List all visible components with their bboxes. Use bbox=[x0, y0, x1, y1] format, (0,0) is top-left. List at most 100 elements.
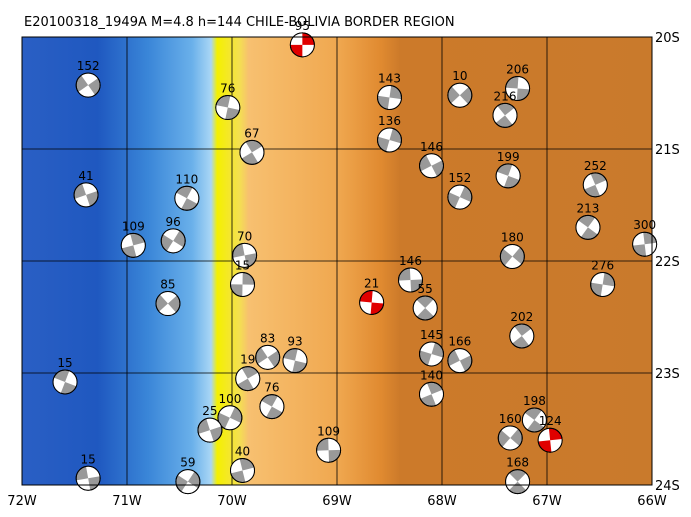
depth-label: 93 bbox=[287, 335, 302, 349]
beachball-outline bbox=[75, 465, 101, 491]
beachball-quadrant bbox=[420, 153, 443, 178]
depth-label: 199 bbox=[497, 150, 520, 164]
depth-label: 15 bbox=[57, 356, 72, 370]
beachball-outline bbox=[575, 214, 601, 240]
depth-label: 40 bbox=[235, 444, 250, 458]
beachball-quadrant bbox=[121, 233, 146, 257]
beachball-outline bbox=[505, 76, 531, 102]
beachball-outline bbox=[197, 417, 223, 443]
depth-label: 70 bbox=[237, 229, 252, 243]
beachball-quadrant bbox=[230, 458, 255, 483]
depth-label: 96 bbox=[166, 215, 181, 229]
beachball-outline bbox=[377, 84, 402, 110]
beachball-outline bbox=[537, 427, 563, 453]
beachball-quadrant bbox=[359, 290, 384, 315]
map-title: E20100318_1949A M=4.8 h=144 CHILE-BOLIVI… bbox=[24, 15, 455, 30]
lon-tick-label: 71W bbox=[112, 494, 142, 509]
beachball-outline bbox=[359, 289, 385, 315]
beachball-outline bbox=[509, 323, 535, 349]
depth-label: 152 bbox=[448, 171, 471, 185]
depth-label: 206 bbox=[506, 63, 529, 77]
depth-label: 136 bbox=[378, 114, 401, 128]
beachball-quadrant bbox=[590, 272, 615, 297]
depth-label: 143 bbox=[378, 71, 401, 85]
depth-label: 109 bbox=[317, 424, 340, 438]
beachball-outline bbox=[447, 82, 473, 108]
beachball-quadrant bbox=[230, 272, 255, 297]
beachball-outline bbox=[230, 457, 255, 483]
beachball-quadrant bbox=[290, 32, 315, 57]
beachball-quadrant bbox=[163, 228, 184, 253]
beachball-quadrant bbox=[377, 85, 402, 110]
depth-label: 160 bbox=[499, 412, 522, 426]
beachball-quadrant bbox=[538, 428, 563, 453]
beachball-quadrant bbox=[377, 128, 402, 153]
beachball-quadrant bbox=[583, 173, 608, 196]
beachball-outline bbox=[175, 469, 201, 495]
beachball-outline bbox=[52, 369, 78, 395]
beachball-outline bbox=[232, 242, 258, 268]
beachball-outline bbox=[255, 344, 281, 370]
beachball-quadrant bbox=[283, 348, 307, 373]
depth-label: 41 bbox=[78, 169, 93, 183]
beachball-outline bbox=[120, 232, 146, 258]
beachball-outline bbox=[412, 295, 438, 321]
beachball-outline bbox=[215, 95, 241, 121]
beachball-quadrant bbox=[503, 244, 522, 269]
beachball-outline bbox=[235, 366, 261, 392]
beachball-quadrant bbox=[501, 425, 520, 450]
depth-label: 166 bbox=[448, 335, 471, 349]
beachball-outline bbox=[582, 172, 608, 198]
beachball-quadrant bbox=[493, 106, 517, 125]
beachball-quadrant bbox=[505, 76, 530, 101]
beachball-quadrant bbox=[159, 291, 177, 316]
beachball-quadrant bbox=[78, 73, 98, 98]
depth-label: 146 bbox=[399, 254, 422, 268]
beachball-outline bbox=[419, 153, 444, 179]
lon-tick-label: 69W bbox=[322, 494, 352, 509]
beachball-outline bbox=[217, 405, 243, 431]
depth-label: 276 bbox=[591, 259, 614, 273]
beachball-quadrant bbox=[219, 405, 241, 430]
beachball-outline bbox=[174, 185, 200, 211]
beachball-quadrant bbox=[74, 182, 98, 207]
beachball-quadrant bbox=[232, 243, 257, 268]
beachball-outline bbox=[499, 244, 525, 270]
lon-tick-label: 67W bbox=[532, 494, 562, 509]
beachball-quadrant bbox=[451, 83, 469, 108]
depth-label: 59 bbox=[180, 456, 195, 470]
beachball-outline bbox=[632, 231, 658, 257]
beachball-quadrant bbox=[496, 164, 521, 188]
beachball-outline bbox=[316, 437, 342, 463]
depth-label: 19 bbox=[240, 353, 255, 367]
beachball-outline bbox=[289, 32, 315, 58]
depth-label: 95 bbox=[295, 19, 310, 33]
lon-tick-label: 72W bbox=[7, 494, 37, 509]
depth-label: 216 bbox=[494, 89, 517, 103]
depth-label: 146 bbox=[420, 140, 443, 154]
beachball-quadrant bbox=[239, 142, 264, 163]
beachball-quadrant bbox=[177, 469, 198, 494]
beachball-quadrant bbox=[413, 299, 438, 317]
beachball-outline bbox=[155, 291, 181, 317]
beachball-outline bbox=[495, 163, 521, 189]
beachball-outline bbox=[492, 102, 518, 128]
depth-label: 252 bbox=[584, 159, 607, 173]
beachball-quadrant bbox=[505, 473, 530, 491]
lon-tick-label: 66W bbox=[637, 494, 667, 509]
beachball-quadrant bbox=[420, 341, 443, 366]
depth-label: 140 bbox=[420, 368, 443, 382]
lon-tick-label: 68W bbox=[427, 494, 457, 509]
lat-tick-label: 21S bbox=[655, 143, 680, 158]
lon-tick-label: 70W bbox=[217, 494, 247, 509]
depth-label: 83 bbox=[260, 331, 275, 345]
depth-label: 85 bbox=[160, 278, 175, 292]
beachball-quadrant bbox=[235, 368, 260, 389]
lat-tick-label: 23S bbox=[655, 367, 680, 382]
beachball-outline bbox=[75, 72, 101, 98]
beachball-outline bbox=[73, 182, 99, 208]
depth-label: 152 bbox=[77, 59, 100, 73]
depth-label: 76 bbox=[220, 82, 235, 96]
depth-label: 110 bbox=[175, 172, 198, 186]
